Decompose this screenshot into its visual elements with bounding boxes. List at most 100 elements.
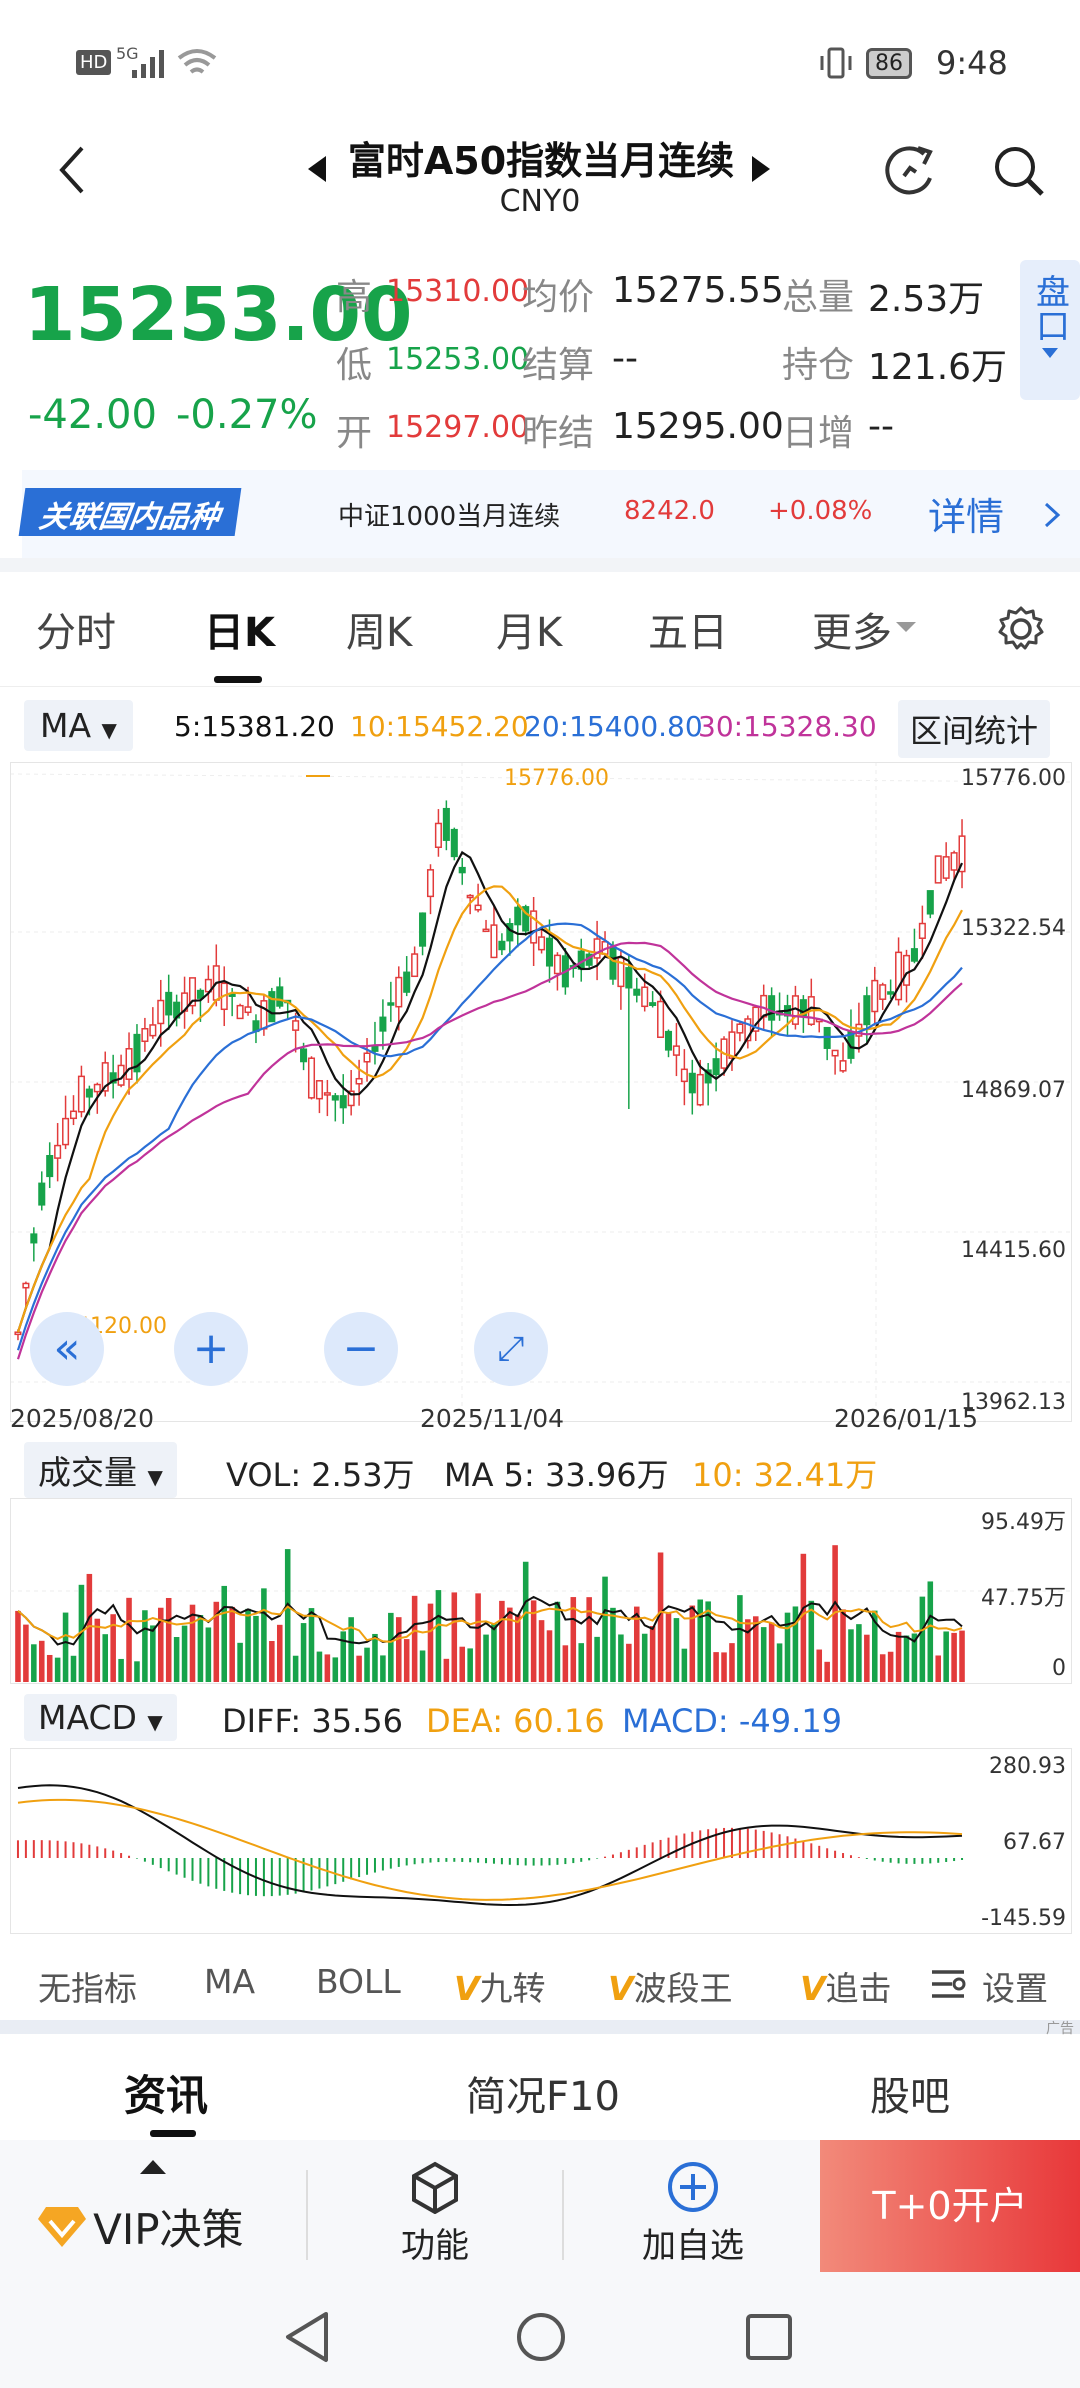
macd-chart[interactable]: 280.93 67.67 -145.59 bbox=[10, 1748, 1072, 1934]
volume-selector[interactable]: 成交量 ▼ bbox=[24, 1442, 177, 1498]
volume-bar bbox=[522, 1561, 529, 1682]
related-badge: 关联国内品种 bbox=[18, 488, 242, 536]
indicator-settings[interactable]: 设置 bbox=[982, 1969, 1048, 2008]
volume-bar bbox=[54, 1657, 61, 1682]
diamond-icon bbox=[38, 2206, 86, 2247]
volume-bar bbox=[792, 1606, 799, 1682]
dea-line bbox=[17, 1798, 963, 1901]
candle-body bbox=[482, 928, 490, 933]
candle-body bbox=[688, 1072, 696, 1094]
candle-body bbox=[331, 1095, 339, 1101]
scroll-left-button[interactable]: « bbox=[30, 1312, 104, 1386]
tab-daily-k[interactable]: 日K bbox=[204, 610, 275, 656]
volume-bar bbox=[570, 1597, 577, 1682]
next-symbol-icon[interactable] bbox=[748, 154, 772, 184]
tab-more[interactable]: 更多 bbox=[812, 610, 892, 656]
tab-news[interactable]: 资讯 bbox=[124, 2071, 209, 2120]
range-stats-button[interactable]: 区间统计 bbox=[898, 700, 1051, 758]
ma20-line bbox=[16, 922, 963, 1351]
volume-bar bbox=[380, 1655, 386, 1682]
volume-bar bbox=[562, 1645, 569, 1682]
gear-icon[interactable] bbox=[996, 604, 1046, 654]
indicator-ma[interactable]: MA bbox=[204, 1962, 256, 2001]
volume-bar bbox=[737, 1595, 743, 1682]
tab-weekly-k[interactable]: 周K bbox=[346, 610, 413, 656]
candle-body bbox=[236, 1004, 244, 1020]
indicator-boll[interactable]: BOLL bbox=[316, 1962, 401, 2001]
refresh-icon[interactable] bbox=[880, 140, 940, 200]
volume-bar bbox=[38, 1640, 45, 1682]
tab-forum[interactable]: 股吧 bbox=[870, 2074, 950, 2120]
candle-body bbox=[553, 954, 561, 975]
ma5-value: 5:15381.20 bbox=[174, 710, 335, 743]
prev-symbol-icon[interactable] bbox=[306, 154, 330, 184]
volume-bar bbox=[681, 1648, 688, 1682]
nav-recents-icon[interactable] bbox=[744, 2312, 794, 2362]
vip-decision-button[interactable]: VIP决策 bbox=[36, 2196, 244, 2256]
nav-home-icon[interactable] bbox=[514, 2310, 568, 2364]
detail-link[interactable]: 详情 bbox=[928, 495, 1005, 539]
volume-bar bbox=[919, 1596, 926, 1682]
kline-chart[interactable]: 15776.00 15322.54 14869.07 14415.60 1396… bbox=[10, 762, 1072, 1433]
macd-svg bbox=[10, 1748, 1072, 1934]
ma10-line bbox=[16, 885, 963, 1333]
volume-bar bbox=[895, 1631, 902, 1682]
volume-bar bbox=[538, 1620, 545, 1682]
ma-selector[interactable]: MA ▼ bbox=[24, 700, 133, 751]
add-watchlist-button[interactable]: 加自选 bbox=[628, 2160, 758, 2267]
macd-selector[interactable]: MACD ▼ bbox=[24, 1694, 177, 1741]
candle-body bbox=[831, 1049, 839, 1057]
candle-body bbox=[62, 1117, 70, 1146]
quote-panel: 15253.00 -42.00 -0.27% 高 15310.00 均价 152… bbox=[0, 250, 1080, 460]
volume-bar bbox=[871, 1610, 878, 1682]
volume-bar bbox=[292, 1655, 299, 1682]
indicator-jiuzhuan[interactable]: V九转 bbox=[454, 1962, 546, 2010]
volume-bar bbox=[800, 1553, 807, 1682]
volume-bar bbox=[768, 1622, 775, 1682]
pankou-button[interactable]: 盘口 bbox=[1020, 260, 1080, 400]
indicator-bodaowang[interactable]: V波段王 bbox=[608, 1962, 733, 2010]
nav-back-icon[interactable] bbox=[282, 2310, 332, 2364]
volume-bar bbox=[491, 1623, 497, 1682]
tab-five-day[interactable]: 五日 bbox=[648, 610, 728, 656]
zoom-in-button[interactable]: + bbox=[174, 1312, 248, 1386]
volume-bar bbox=[150, 1625, 156, 1682]
volume-bar bbox=[467, 1648, 473, 1682]
volume-chart[interactable]: 95.49万 47.75万 0 bbox=[10, 1498, 1072, 1684]
ma-legend-row: MA ▼ 5:15381.20 10:15452.20 20:15400.80 … bbox=[0, 690, 1080, 760]
candle-body bbox=[450, 828, 458, 858]
candle-body bbox=[863, 995, 871, 1026]
volume-bar bbox=[197, 1615, 204, 1682]
function-button[interactable]: 功能 bbox=[390, 2160, 480, 2267]
indicator-none[interactable]: 无指标 bbox=[38, 1969, 137, 2008]
back-icon[interactable] bbox=[52, 140, 92, 200]
volume-bar bbox=[324, 1654, 331, 1682]
volume-svg bbox=[10, 1498, 1072, 1684]
ma5-line bbox=[16, 850, 964, 1333]
candle-body bbox=[339, 1095, 347, 1109]
zoom-out-button[interactable]: − bbox=[324, 1312, 398, 1386]
open-account-button[interactable]: T+0开户 bbox=[820, 2140, 1080, 2272]
tab-monthly-k[interactable]: 月K bbox=[496, 610, 563, 656]
volume-bar bbox=[729, 1643, 735, 1682]
volume-bar bbox=[887, 1651, 894, 1682]
vip-v-icon: V bbox=[608, 1969, 634, 2008]
open-label: 开 bbox=[336, 413, 373, 454]
related-banner[interactable]: 关联国内品种 中证1000当月连续 8242.0 +0.08% 详情 bbox=[18, 470, 1080, 558]
volume-bar bbox=[935, 1655, 942, 1682]
settings-sliders-icon[interactable] bbox=[928, 1964, 968, 2004]
status-bar: HD 5G 86 9:48 bbox=[0, 0, 1080, 120]
candle-body bbox=[641, 986, 649, 1008]
candle-body bbox=[300, 1048, 308, 1063]
candle-body bbox=[926, 890, 934, 915]
search-icon[interactable] bbox=[990, 142, 1050, 202]
tab-intraday[interactable]: 分时 bbox=[36, 610, 116, 656]
high-label: 高 bbox=[336, 277, 373, 318]
fullscreen-button[interactable]: ⤢ bbox=[474, 1312, 548, 1386]
indicator-jiuzhuan-label: 九转 bbox=[479, 1969, 546, 2008]
indicator-zhuiji[interactable]: V追击 bbox=[800, 1962, 920, 2010]
volume-bar bbox=[689, 1605, 696, 1682]
top-nav: 富时A50指数当月连续 CNY0 bbox=[0, 120, 1080, 270]
y-tick: 280.93 bbox=[989, 1754, 1066, 1779]
tab-f10[interactable]: 简况F10 bbox=[466, 2074, 620, 2120]
